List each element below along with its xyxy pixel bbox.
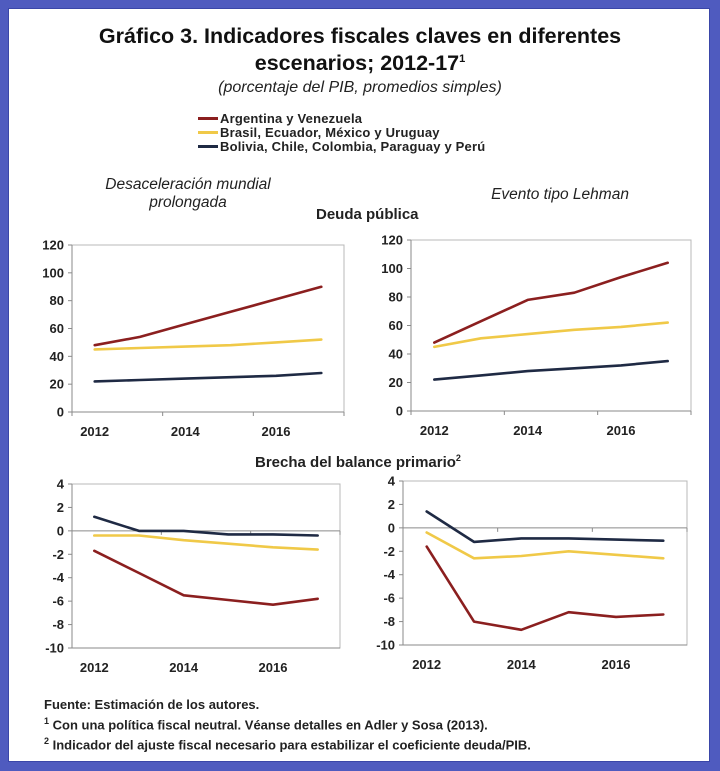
- x-tick-label: 2016: [607, 423, 636, 438]
- x-tick-label: 2014: [513, 423, 543, 438]
- x-tick-label: 2012: [412, 657, 441, 672]
- y-tick-label: 100: [381, 261, 403, 276]
- legend: Argentina y Venezuela Brasil, Ecuador, M…: [198, 110, 486, 154]
- y-tick-label: -4: [383, 567, 395, 582]
- y-tick-label: 20: [389, 375, 403, 390]
- y-tick-label: -8: [52, 617, 64, 632]
- section-title-debt: Deuda pública: [316, 206, 419, 223]
- series-line-2: [93, 515, 320, 537]
- y-tick-label: -10: [45, 641, 64, 656]
- y-tick-label: 4: [57, 477, 65, 492]
- title-text-2: escenarios; 2012-17: [254, 51, 460, 75]
- scenario-label-right: Evento tipo Lehman: [491, 186, 629, 203]
- y-tick-label: 40: [389, 347, 403, 362]
- y-tick-label: 80: [389, 290, 403, 305]
- plot-area: [71, 483, 341, 649]
- series-line-2: [425, 510, 665, 544]
- footnote-2-marker: 2: [44, 736, 50, 747]
- footnote-1-marker: 1: [44, 716, 50, 726]
- series-line-2: [432, 359, 670, 381]
- x-tick-label: 2014: [171, 424, 201, 439]
- plot-area: [71, 244, 345, 413]
- title-text-1: Gráfico 3. Indicadores fiscales claves e…: [98, 24, 622, 48]
- y-tick-label: -2: [52, 547, 64, 562]
- y-tick-label: 0: [396, 404, 403, 419]
- series-line-0: [425, 545, 665, 632]
- x-tick-label: 2014: [507, 657, 537, 672]
- footnote-2-text: Indicador del ajuste fiscal necesario pa…: [49, 737, 531, 753]
- chart-debt-lehman: 0 20 40 60 80 100 120 2012 2014 2016: [381, 233, 692, 438]
- y-tick-label: -6: [52, 594, 64, 609]
- y-tick-label: -10: [376, 638, 395, 653]
- y-tick-label: -8: [383, 614, 395, 629]
- series-line-0: [432, 261, 670, 344]
- y-tick-label: 80: [50, 293, 64, 308]
- y-tick-label: 2: [388, 497, 395, 512]
- legend-label: Argentina y Venezuela: [220, 110, 363, 126]
- chart-gap-lehman: -10 -8 -6 -4 -2 0 2 4 2012 2014 2016: [376, 474, 688, 672]
- legend-swatch: [198, 130, 218, 134]
- y-tick-label: 0: [57, 405, 64, 420]
- x-tick-label: 2014: [169, 660, 199, 675]
- plot-area: [402, 480, 688, 646]
- y-tick-label: 40: [50, 349, 64, 364]
- chart-debt-slowdown: 0 20 40 60 80 100 120 2012 2014 2016: [42, 238, 345, 439]
- figure-subtitle: (porcentaje del PIB, promedios simples): [218, 79, 502, 96]
- legend-item-argentina-venezuela: Argentina y Venezuela: [198, 110, 485, 126]
- y-tick-label: 0: [57, 523, 64, 538]
- footnote-2: 2 Indicador del ajuste fiscal necesario …: [44, 733, 531, 753]
- section-title-gap-text: Brecha del balance primario: [255, 454, 456, 471]
- y-tick-label: 0: [388, 520, 395, 535]
- y-tick-label: 4: [388, 474, 396, 489]
- y-tick-label: 20: [50, 377, 64, 392]
- y-tick-label: -6: [383, 591, 395, 606]
- legend-item-bolivia-group: Bolivia, Chile, Colombia, Paraguay y Per…: [198, 138, 486, 154]
- series-line-1: [93, 534, 320, 551]
- series-line-0: [93, 285, 323, 347]
- y-tick-label: 100: [42, 265, 64, 280]
- chart-gap-slowdown: -10 -8 -6 -4 -2 0 2 4 2012 2014 2016: [45, 477, 341, 675]
- x-tick-label: 2016: [602, 657, 631, 672]
- series-line-1: [425, 531, 665, 560]
- series-line-0: [93, 549, 320, 607]
- y-tick-label: -4: [52, 570, 64, 585]
- x-tick-label: 2012: [80, 660, 109, 675]
- x-tick-label: 2012: [80, 424, 109, 439]
- legend-item-brasil-group: Brasil, Ecuador, México y Uruguay: [198, 124, 485, 140]
- x-tick-label: 2016: [262, 424, 291, 439]
- x-tick-label: 2016: [259, 660, 288, 675]
- title-superscript: 1: [459, 52, 466, 65]
- legend-label: Bolivia, Chile, Colombia, Paraguay y Per…: [220, 138, 486, 154]
- figure-title-line1: Gráfico 3. Indicadores fiscales claves e…: [0, 24, 720, 49]
- y-tick-label: 120: [42, 238, 64, 253]
- series-line-2: [93, 371, 323, 383]
- legend-swatch: [198, 116, 218, 120]
- series-line-1: [432, 321, 670, 349]
- legend-swatch: [198, 144, 218, 148]
- section-title-gap: Brecha del balance primario2: [255, 453, 461, 471]
- footnotes: Fuente: Estimación de los autores. 1 Con…: [44, 696, 531, 754]
- section-title-gap-superscript: 2: [455, 453, 461, 463]
- y-tick-label: 60: [389, 318, 403, 333]
- y-tick-label: 2: [57, 500, 64, 515]
- y-tick-label: -2: [383, 544, 395, 559]
- footnote-source: Fuente: Estimación de los autores.: [44, 697, 260, 712]
- scenario-label-left: Desaceleración mundial prolongada: [105, 176, 271, 211]
- footnote-1: 1 Con una política fiscal neutral. Véans…: [44, 713, 531, 733]
- footnote-1-text: Con una política fiscal neutral. Véanse …: [49, 717, 488, 733]
- y-tick-label: 120: [381, 233, 403, 248]
- series-line-1: [93, 338, 323, 351]
- figure-title-line2: escenarios; 2012-171: [0, 51, 720, 76]
- y-tick-label: 60: [50, 321, 64, 336]
- x-tick-label: 2012: [420, 423, 449, 438]
- legend-label: Brasil, Ecuador, México y Uruguay: [220, 124, 440, 140]
